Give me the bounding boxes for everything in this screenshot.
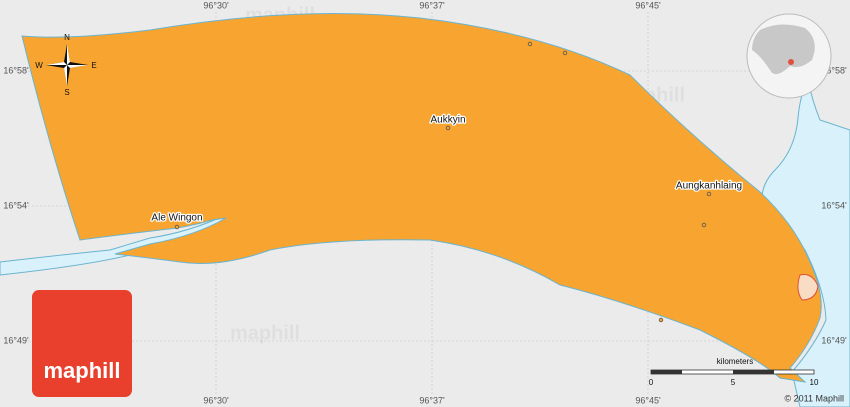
watermark: maphill xyxy=(230,322,300,344)
scale-segment xyxy=(651,370,682,374)
longitude-label: 96°30' xyxy=(203,0,229,10)
place-dot xyxy=(706,191,712,197)
latitude-label: 16°49' xyxy=(821,335,847,345)
latitude-label: 16°49' xyxy=(3,335,29,345)
region xyxy=(21,13,822,383)
logo[interactable]: maphill xyxy=(32,290,132,397)
scale-tick: 5 xyxy=(731,378,736,387)
place-dot xyxy=(701,222,707,228)
compass-south: S xyxy=(64,88,69,97)
place-label: Aukkyin xyxy=(430,115,465,126)
scale-unit: kilometers xyxy=(717,357,753,366)
compass-west: W xyxy=(35,61,43,70)
compass-north: N xyxy=(64,33,70,42)
scale-tick: 10 xyxy=(810,378,819,387)
latitude-label: 16°54' xyxy=(821,200,847,210)
compass-rose xyxy=(46,44,88,86)
latitude-label: 16°58' xyxy=(3,65,29,75)
place-label: Aungkanhlaing xyxy=(676,181,742,192)
scale-segment xyxy=(733,370,774,374)
longitude-label: 96°45' xyxy=(635,0,661,10)
logo-text[interactable]: maphill xyxy=(43,358,120,383)
longitude-label: 96°30' xyxy=(203,395,229,405)
place-dot xyxy=(658,317,664,323)
place-dot xyxy=(445,125,451,131)
scale-bar: kilometers 0 5 10 xyxy=(649,357,819,387)
scale-tick: 0 xyxy=(649,378,654,387)
compass-east: E xyxy=(91,61,96,70)
compass: N S E W xyxy=(35,33,96,97)
logo-box[interactable] xyxy=(32,290,132,397)
copyright: © 2011 Maphill xyxy=(785,393,845,403)
longitude-label: 96°37' xyxy=(419,395,445,405)
place-label: Ale Wingon xyxy=(151,213,202,224)
globe-land xyxy=(752,24,815,75)
globe-marker xyxy=(788,59,794,65)
place-dot xyxy=(174,224,180,230)
place-dot xyxy=(562,50,568,56)
longitude-label: 96°45' xyxy=(635,395,661,405)
longitude-label: 96°37' xyxy=(419,0,445,10)
place-dot xyxy=(527,41,533,47)
globe xyxy=(746,13,832,99)
latitude-label: 16°58' xyxy=(821,65,847,75)
latitude-label: 16°54' xyxy=(3,200,29,210)
compass-highlight xyxy=(46,44,88,86)
town-area xyxy=(797,274,819,301)
